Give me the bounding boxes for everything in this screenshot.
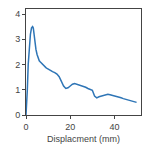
- svg-text:2: 2: [15, 60, 20, 70]
- svg-text:4: 4: [15, 9, 20, 19]
- svg-text:40: 40: [109, 122, 119, 132]
- svg-text:0: 0: [15, 110, 20, 120]
- svg-text:3: 3: [15, 34, 20, 44]
- svg-text:0: 0: [23, 122, 28, 132]
- svg-text:1: 1: [15, 85, 20, 95]
- svg-text:Displacment (mm): Displacment (mm): [47, 134, 120, 144]
- svg-text:20: 20: [65, 122, 75, 132]
